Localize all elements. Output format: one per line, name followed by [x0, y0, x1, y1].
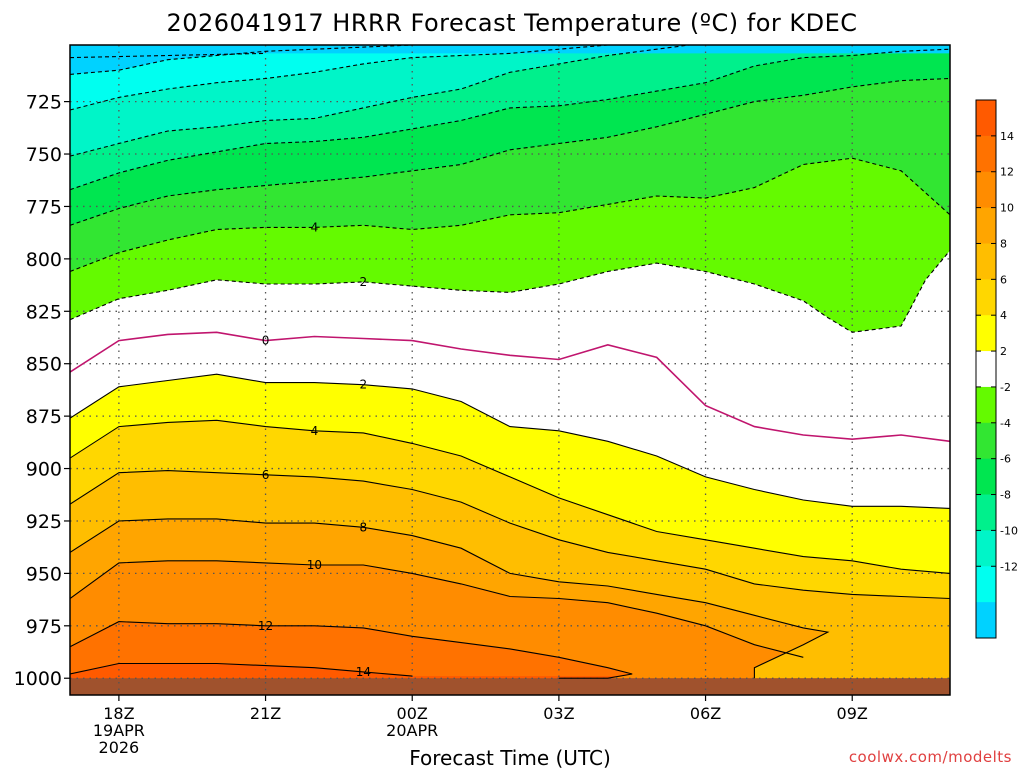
colorbar-label: -2 — [1000, 381, 1011, 394]
colorbar-bin — [976, 602, 996, 639]
contour-label: 4 — [311, 424, 319, 438]
contour-label: 2 — [360, 275, 368, 289]
colorbar-label: 14 — [1000, 130, 1014, 143]
contour-label: 2 — [360, 378, 368, 392]
contour--14 — [70, 45, 413, 75]
band-above--16 — [70, 45, 950, 58]
colorbar-bin — [976, 351, 996, 388]
y-tick-label: 825 — [26, 301, 62, 323]
contour-12 — [70, 621, 633, 679]
colorbar-bin — [976, 315, 996, 352]
contour-label: 8 — [360, 520, 368, 534]
x-tick-label: 06Z — [690, 704, 721, 723]
x-axis-label: Forecast Time (UTC) — [409, 746, 611, 768]
colorbar-bin — [976, 207, 996, 244]
colorbar-label: 4 — [1000, 309, 1007, 322]
chart-title: 2026041917 HRRR Forecast Temperature (ºC… — [166, 9, 857, 37]
plot-fill — [70, 45, 950, 695]
contour-10 — [70, 560, 804, 658]
colorbar-label: 10 — [1000, 202, 1014, 215]
contour-label: 14 — [356, 665, 371, 679]
contour-6 — [70, 470, 950, 600]
contour-4 — [70, 419, 950, 574]
contour-label: 12 — [258, 619, 273, 633]
colorbar-bin — [976, 243, 996, 280]
colorbar-bin — [976, 171, 996, 209]
contour-14 — [70, 662, 413, 677]
y-tick-label: 800 — [26, 249, 62, 271]
contour-label: 6 — [262, 468, 270, 482]
colorbar-label: 2 — [1000, 345, 1007, 358]
colorbar-bin — [976, 386, 996, 424]
contour-2 — [70, 373, 950, 509]
contour-label: 4 — [311, 220, 319, 234]
y-tick-label: 975 — [26, 616, 62, 638]
y-tick-label: 900 — [26, 459, 62, 481]
y-tick-label: 750 — [26, 144, 62, 166]
x-tick-label: 20APR — [386, 721, 438, 740]
colorbar: 14 12 10 8 6 4 2 -2 -4 -6 -8 -10 -12 — [975, 99, 1018, 639]
x-tick-label: 09Z — [837, 704, 868, 723]
credit-text: coolwx.com/modelts — [848, 748, 1012, 766]
grid — [70, 45, 950, 695]
colorbar-label: 8 — [1000, 237, 1007, 250]
contour--2 — [70, 250, 950, 333]
colorbar-frame — [975, 99, 997, 639]
x-tick-label: 2026 — [99, 738, 140, 757]
colorbar-bin — [976, 422, 996, 460]
colorbar-bin — [976, 100, 996, 137]
x-tick-label: 19APR — [93, 721, 145, 740]
x-tick-label: 03Z — [543, 704, 574, 723]
contour-label: 0 — [262, 334, 270, 348]
colorbar-bin — [976, 458, 996, 496]
y-tick-label: 950 — [26, 563, 62, 585]
colorbar-label: -8 — [1000, 489, 1011, 502]
contour--12 — [70, 45, 608, 111]
colorbar-label: -6 — [1000, 453, 1011, 466]
contours — [70, 45, 950, 679]
colorbar-bin — [976, 279, 996, 316]
colorbar-label: -12 — [1000, 560, 1018, 573]
y-axis: 725 750 775 800 825 850 875 900 925 950 975 1000 — [14, 92, 70, 690]
colorbar-bin — [976, 494, 996, 531]
contour--10 — [70, 45, 694, 157]
plot-frame — [69, 44, 951, 696]
contour--6 — [70, 77, 950, 226]
y-tick-label: 925 — [26, 511, 62, 533]
contour-labels: 4 2 0 2 4 6 8 10 12 14 — [258, 220, 371, 679]
contour-8 — [70, 518, 830, 679]
x-tick-label: 21Z — [250, 704, 281, 723]
colorbar-bin — [976, 566, 996, 603]
colorbar-bin — [976, 135, 996, 173]
colorbar-label: 6 — [1000, 273, 1007, 286]
contour-label: 10 — [307, 558, 322, 572]
contour--8 — [70, 48, 950, 191]
colorbar-bin — [976, 530, 996, 567]
x-tick-label: 18Z — [103, 704, 134, 723]
y-tick-label: 725 — [26, 92, 62, 114]
colorbar-label: -10 — [1000, 524, 1018, 537]
y-tick-label: 1000 — [14, 668, 62, 690]
y-tick-label: 875 — [26, 406, 62, 428]
x-tick-label: 00Z — [397, 704, 428, 723]
contour-0 — [70, 331, 950, 443]
colorbar-label: 12 — [1000, 166, 1014, 179]
ground-surface — [70, 678, 950, 695]
y-tick-label: 850 — [26, 354, 62, 376]
band-above--12 — [70, 45, 950, 110]
colorbar-label: -4 — [1000, 417, 1011, 430]
y-tick-label: 775 — [26, 196, 62, 218]
